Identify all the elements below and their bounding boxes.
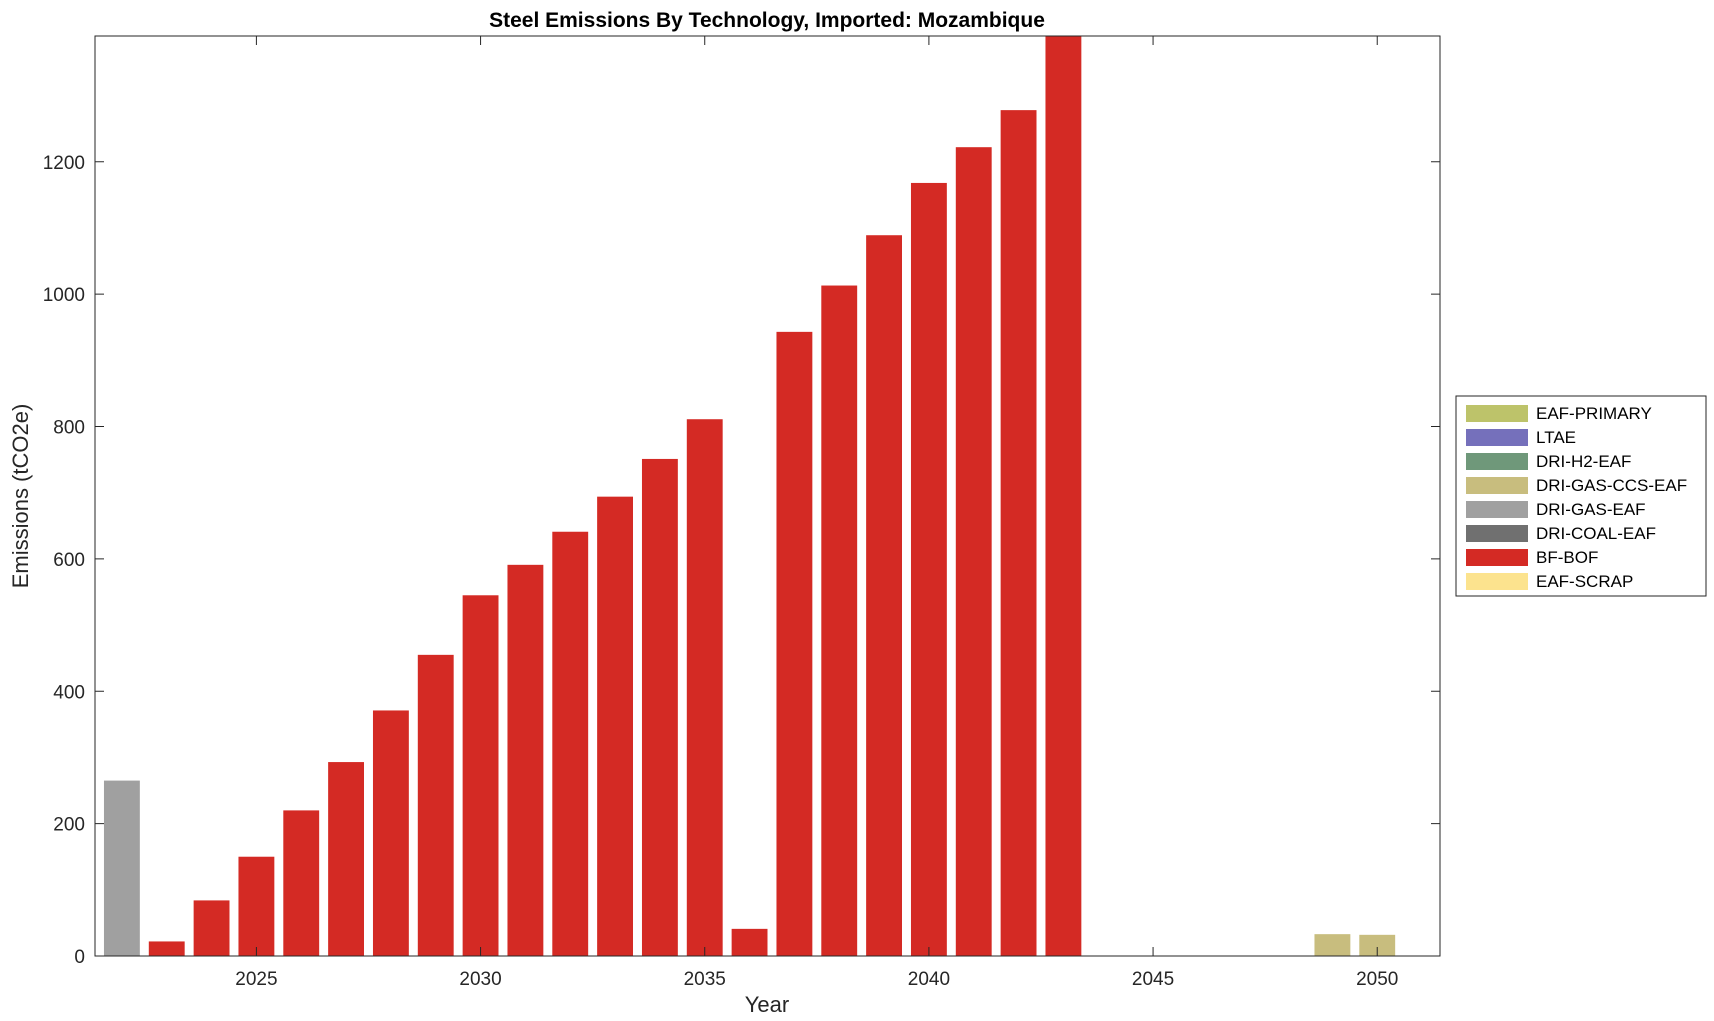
x-tick-label-2030: 2030 (459, 969, 501, 990)
ticks-group: 2025 2030 2035 2040 2045 2050 0 200 400 600 800 100… (43, 36, 1440, 990)
bar-bf-bof-2033 (597, 496, 633, 956)
legend-swatch-dri-gas-eaf (1466, 501, 1528, 518)
x-tick-label-2045: 2045 (1132, 969, 1174, 990)
x-axis-label: Year (745, 992, 789, 1017)
bar-bf-bof-2038 (821, 285, 858, 956)
y-tick-label-800: 800 (53, 418, 85, 439)
x-tick-label-2050: 2050 (1356, 969, 1398, 990)
bar-bf-bof-2043 (1045, 36, 1082, 956)
chart-title: Steel Emissions By Technology, Imported:… (489, 9, 1045, 32)
bar-bf-bof-2032 (552, 531, 589, 956)
legend-label-dri-coal-eaf: DRI-COAL-EAF (1536, 524, 1656, 543)
bar-bf-bof-2034 (641, 458, 678, 956)
bar-bf-bof-2031 (507, 564, 544, 956)
x-tick-label-2040: 2040 (908, 969, 950, 990)
bar-bf-bof-2024 (193, 900, 230, 956)
bar-bf-bof-2041 (955, 147, 992, 956)
bar-bf-bof-2037 (776, 331, 813, 956)
bar-bf-bof-2028 (372, 710, 409, 956)
bar-bf-bof-2039 (866, 235, 902, 957)
bar-bf-bof-2027 (328, 762, 364, 956)
bar-bf-bof-2042 (1000, 110, 1037, 956)
y-tick-label-0: 0 (74, 947, 85, 968)
bar-dri-gas-eaf-2022 (103, 780, 140, 956)
bar-bf-bof-2025 (238, 856, 275, 956)
plot-frame (94, 35, 1441, 957)
bar-dri-gas-ccs-eaf-2050 (1359, 934, 1396, 956)
legend-swatch-dri-h2-eaf (1466, 453, 1528, 470)
legend-swatch-eaf-primary (1466, 405, 1528, 422)
bar-bf-bof-2026 (283, 810, 320, 956)
legend-swatch-dri-coal-eaf (1466, 525, 1528, 542)
legend-swatch-eaf-scrap (1466, 573, 1528, 590)
legend-label-eaf-scrap: EAF-SCRAP (1536, 572, 1633, 591)
y-axis-label: Emissions (tCO2e) (8, 404, 33, 589)
bar-bf-bof-2036 (731, 928, 768, 956)
y-tick-label-200: 200 (53, 815, 85, 836)
y-tick-label-1200: 1200 (43, 153, 85, 174)
bar-bf-bof-2030 (462, 595, 499, 956)
legend-swatch-ltae (1466, 429, 1528, 446)
legend-label-dri-gas-ccs-eaf: DRI-GAS-CCS-EAF (1536, 476, 1687, 495)
legend-label-eaf-primary: EAF-PRIMARY (1536, 404, 1652, 423)
legend-label-ltae: LTAE (1536, 428, 1576, 447)
bar-bf-bof-2029 (417, 654, 454, 956)
y-tick-label-1000: 1000 (43, 285, 85, 306)
y-tick-label-600: 600 (53, 550, 85, 571)
legend: EAF-PRIMARY LTAE DRI-H2-EAF DRI-GAS-CCS-EAF… (1455, 395, 1707, 597)
legend-swatch-bf-bof (1466, 549, 1528, 566)
bar-bf-bof-2040 (910, 182, 947, 956)
x-tick-label-2025: 2025 (235, 969, 277, 990)
bars-group (103, 36, 1396, 957)
legend-label-dri-h2-eaf: DRI-H2-EAF (1536, 452, 1631, 471)
bar-dri-gas-ccs-eaf-2049 (1314, 934, 1351, 956)
y-tick-label-400: 400 (53, 682, 85, 703)
legend-swatch-dri-gas-ccs-eaf (1466, 477, 1528, 494)
x-tick-label-2035: 2035 (684, 969, 726, 990)
legend-label-bf-bof: BF-BOF (1536, 548, 1598, 567)
plot-area (95, 36, 1440, 956)
bar-bf-bof-2023 (148, 941, 185, 956)
legend-label-dri-gas-eaf: DRI-GAS-EAF (1536, 500, 1646, 519)
bar-bf-bof-2035 (686, 419, 723, 957)
